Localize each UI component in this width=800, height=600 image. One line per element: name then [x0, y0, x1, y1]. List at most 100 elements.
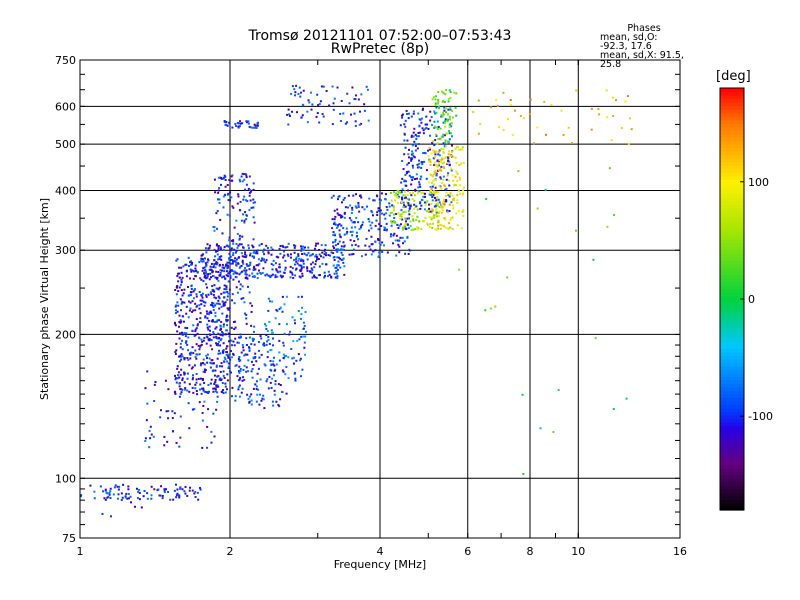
data-point — [334, 238, 337, 241]
data-point — [377, 255, 380, 258]
data-point — [442, 166, 445, 169]
data-point — [214, 379, 217, 382]
data-point — [434, 186, 437, 189]
data-point — [413, 156, 416, 159]
data-point — [235, 263, 238, 266]
data-point — [412, 110, 415, 113]
data-point — [437, 153, 440, 156]
data-point — [392, 206, 395, 209]
data-point — [210, 276, 213, 279]
data-point — [279, 398, 282, 401]
data-point — [353, 112, 356, 115]
data-point — [217, 258, 220, 261]
data-point — [176, 301, 179, 304]
data-point — [93, 497, 96, 500]
data-point — [399, 124, 402, 127]
data-point — [239, 120, 242, 123]
data-point — [408, 249, 411, 252]
data-point — [263, 248, 266, 251]
data-point — [405, 171, 408, 174]
data-point — [349, 204, 352, 207]
data-point — [250, 393, 253, 396]
data-point — [346, 206, 349, 209]
data-point — [451, 227, 454, 230]
data-point — [302, 262, 305, 265]
data-point — [293, 244, 296, 247]
data-point — [227, 365, 230, 368]
data-point — [200, 294, 203, 297]
data-point — [226, 324, 229, 327]
data-point — [235, 249, 238, 252]
data-point — [186, 494, 189, 497]
data-point — [406, 194, 409, 197]
data-point — [307, 99, 310, 102]
data-point — [297, 295, 300, 298]
data-point — [224, 301, 227, 304]
data-point — [429, 119, 432, 122]
data-point — [174, 350, 177, 353]
data-point — [218, 186, 221, 189]
data-point — [148, 429, 151, 432]
data-point — [517, 170, 520, 173]
data-point — [449, 96, 452, 99]
data-point — [279, 245, 282, 248]
data-point — [378, 223, 381, 226]
data-point — [337, 260, 340, 263]
data-point — [314, 244, 317, 247]
data-point — [528, 112, 531, 115]
data-point — [222, 349, 225, 352]
data-point — [263, 344, 266, 347]
data-point — [261, 271, 264, 274]
data-point — [207, 259, 210, 262]
data-point — [193, 408, 196, 411]
data-point — [354, 243, 357, 246]
data-point — [242, 297, 245, 300]
data-point — [311, 261, 314, 264]
data-point — [223, 284, 226, 287]
data-point — [274, 317, 277, 320]
data-point — [232, 252, 235, 255]
data-point — [450, 122, 453, 125]
data-point — [324, 244, 327, 247]
colorbar-segment — [720, 274, 744, 279]
data-point — [447, 108, 450, 111]
data-point — [384, 198, 387, 201]
data-point — [226, 290, 229, 293]
data-point — [324, 248, 327, 251]
data-point — [459, 184, 462, 187]
phase-stats-x: mean, sd,X: 91.5, 25.8 — [600, 50, 684, 70]
data-point — [219, 269, 222, 272]
data-point — [229, 255, 232, 258]
data-point — [297, 254, 300, 257]
data-point — [178, 314, 181, 317]
data-point — [460, 162, 463, 165]
data-point — [317, 104, 320, 107]
data-point — [215, 263, 218, 266]
data-point — [334, 240, 337, 243]
data-point — [194, 302, 197, 305]
data-point — [222, 350, 225, 353]
data-point — [145, 419, 148, 422]
data-point — [274, 274, 277, 277]
data-point — [142, 495, 145, 498]
colorbar-segment — [720, 95, 744, 100]
data-point — [230, 247, 233, 250]
data-point — [454, 184, 457, 187]
data-point — [401, 116, 404, 119]
data-point — [181, 388, 184, 391]
data-point — [431, 211, 434, 214]
data-point — [626, 95, 629, 98]
data-point — [258, 244, 261, 247]
data-point — [220, 269, 223, 272]
data-point — [176, 274, 179, 277]
data-point — [435, 190, 438, 193]
data-point — [427, 210, 430, 213]
data-point — [436, 202, 439, 205]
data-point — [608, 167, 611, 170]
data-point — [252, 339, 255, 342]
data-point — [226, 295, 229, 298]
data-point — [407, 161, 410, 164]
data-point — [434, 98, 437, 101]
data-point — [225, 270, 228, 273]
data-point — [360, 122, 363, 125]
